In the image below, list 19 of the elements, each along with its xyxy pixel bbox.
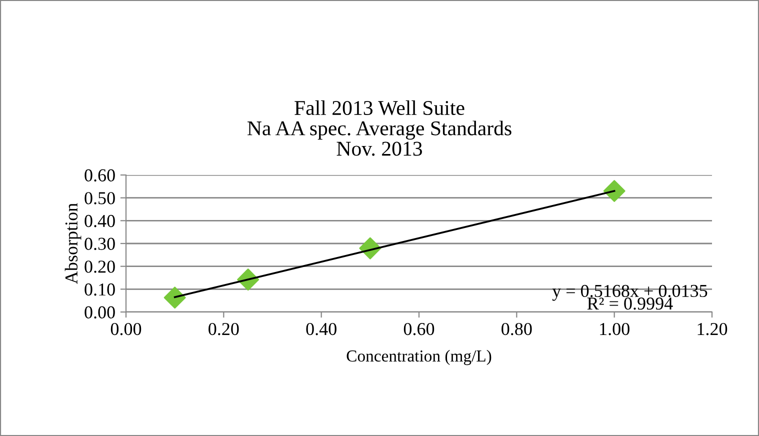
y-tick-label: 0.10 bbox=[84, 283, 115, 296]
y-tick-label: 0.40 bbox=[84, 214, 115, 228]
x-tick-label: 0.00 bbox=[110, 322, 142, 336]
x-tick-label: 0.20 bbox=[208, 322, 239, 336]
y-tick-label: 0.50 bbox=[84, 192, 115, 204]
x-tick-label: 0.40 bbox=[306, 322, 336, 336]
y-tick-label: 0.20 bbox=[84, 260, 115, 273]
x-axis-title: Concentration (mg/L) bbox=[346, 350, 492, 366]
y-tick-label: 0.30 bbox=[84, 238, 115, 250]
x-tick-label: 1.00 bbox=[600, 322, 630, 336]
y-tick-label: 0.60 bbox=[84, 169, 115, 182]
x-tick-label: 0.60 bbox=[404, 322, 434, 336]
chart-title: Fall 2013 Well Suite Na AA spec. Average Standards Nov. 2013 bbox=[248, 100, 512, 156]
point bbox=[603, 180, 626, 202]
x-tick-label: 1.20 bbox=[698, 322, 728, 336]
point bbox=[164, 286, 186, 309]
x-tick-label: 0.80 bbox=[502, 322, 532, 336]
y-tick-label: 0.00 bbox=[84, 306, 115, 319]
y-axis-title: Absorption bbox=[64, 203, 82, 284]
